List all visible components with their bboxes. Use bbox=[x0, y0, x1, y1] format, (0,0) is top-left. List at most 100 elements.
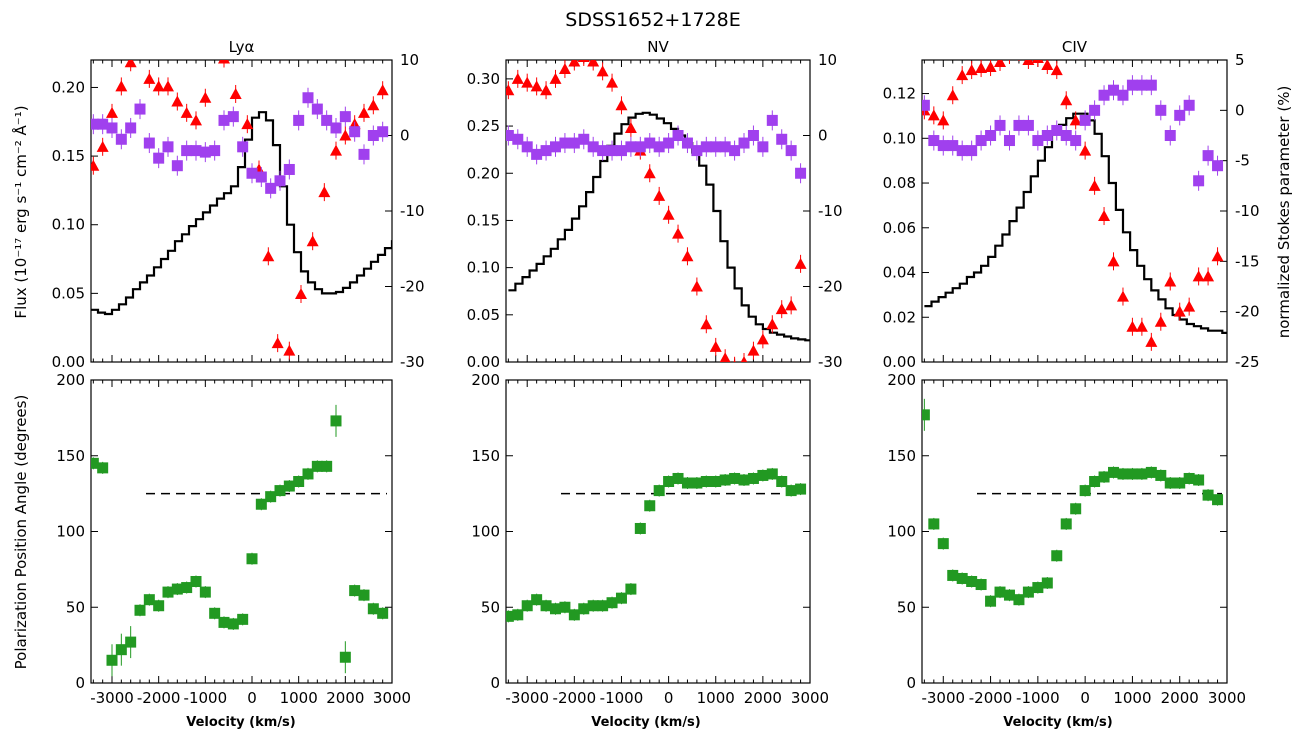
stokes-q-point bbox=[756, 333, 769, 345]
angle-point bbox=[568, 609, 580, 621]
stokes-q-point bbox=[530, 80, 543, 92]
stokes-u-point bbox=[985, 130, 997, 141]
stokes-q-point bbox=[1135, 320, 1148, 332]
stokes-q-point bbox=[134, 39, 146, 50]
y-tick-label: 0.05 bbox=[467, 306, 500, 324]
angle-point bbox=[521, 600, 533, 612]
angle-point bbox=[274, 485, 286, 497]
stokes-q-point bbox=[152, 80, 165, 92]
stokes-u-point bbox=[719, 141, 731, 153]
y-tick-label: 0.30 bbox=[467, 70, 500, 88]
stokes-u-point bbox=[1098, 89, 1110, 101]
stokes-q-point bbox=[1098, 210, 1111, 222]
stokes-u-point bbox=[115, 133, 127, 145]
x-tick-label: -2000 bbox=[553, 689, 597, 707]
stokes-u-point bbox=[274, 175, 286, 187]
stokes-u-point bbox=[729, 145, 741, 157]
stokes-q-point bbox=[984, 61, 997, 73]
stokes-q-point bbox=[1164, 275, 1177, 287]
angle-point bbox=[1212, 494, 1224, 506]
y2-tick-label: 0 bbox=[1235, 101, 1245, 119]
y2-tick-label: 0 bbox=[400, 127, 410, 145]
stokes-u-point bbox=[1183, 99, 1195, 111]
angle-point bbox=[512, 609, 524, 621]
stokes-q-point bbox=[1031, 60, 1044, 63]
stokes-u-point bbox=[311, 103, 323, 115]
stokes-u-point bbox=[757, 141, 769, 153]
stokes-q-point bbox=[1116, 290, 1129, 302]
x-tick-label: 1000 bbox=[280, 689, 318, 707]
stokes-q-point bbox=[700, 318, 713, 330]
stokes-u-point bbox=[91, 118, 99, 130]
y2-tick-label: -10 bbox=[1235, 202, 1260, 220]
angle-point bbox=[1117, 468, 1129, 480]
angle-point bbox=[339, 651, 351, 663]
angle-point bbox=[199, 586, 211, 598]
stokes-q-point bbox=[766, 318, 779, 330]
panel-title: CIV bbox=[1062, 38, 1088, 56]
stokes-u-point bbox=[162, 141, 174, 153]
stokes-u-point bbox=[1013, 119, 1025, 131]
x-tick-label: -3000 bbox=[505, 689, 549, 707]
angle-point bbox=[653, 485, 665, 497]
stokes-u-point bbox=[1155, 104, 1167, 116]
angle-point bbox=[710, 476, 722, 488]
stokes-u-point bbox=[97, 118, 109, 130]
y-tick-label: 0.10 bbox=[52, 216, 85, 234]
angle-point bbox=[265, 491, 277, 503]
stokes-q-point bbox=[1013, 46, 1025, 57]
x-tick-label: 2000 bbox=[744, 689, 782, 707]
angle-point bbox=[97, 462, 109, 474]
stokes-u-point bbox=[1022, 119, 1034, 131]
stokes-q-point bbox=[1145, 335, 1158, 347]
stokes-u-point bbox=[153, 152, 165, 164]
stokes-u-point bbox=[302, 92, 314, 104]
angle-point bbox=[1145, 466, 1157, 478]
y-tick-label: 0.02 bbox=[883, 308, 916, 326]
stokes-q-point bbox=[218, 60, 230, 64]
stokes-q-point bbox=[672, 227, 685, 239]
angle-point bbox=[246, 553, 258, 565]
stokes-q-point bbox=[662, 208, 675, 220]
stokes-q-point bbox=[643, 167, 656, 179]
stokes-u-point bbox=[134, 103, 146, 115]
x-tick-label: 3000 bbox=[1208, 689, 1246, 707]
angle-point bbox=[1193, 474, 1205, 486]
stokes-q-point bbox=[1126, 320, 1139, 332]
stokes-q-point bbox=[975, 62, 988, 74]
angle-point bbox=[1136, 468, 1148, 480]
stokes-u-point bbox=[367, 130, 379, 141]
stokes-q-point bbox=[171, 95, 184, 107]
stokes-u-point bbox=[710, 141, 722, 153]
x-tick-label: 2000 bbox=[1161, 689, 1199, 707]
angle-point bbox=[358, 589, 370, 601]
stokes-u-point bbox=[1126, 79, 1138, 91]
y2-tick-label: 10 bbox=[818, 51, 837, 69]
stokes-u-point bbox=[700, 141, 712, 153]
stokes-u-point bbox=[349, 126, 361, 138]
stokes-q-point bbox=[946, 89, 959, 101]
angle-point bbox=[559, 601, 571, 613]
y-tick-label: 50 bbox=[897, 598, 916, 616]
x-tick-label: -3000 bbox=[90, 689, 134, 707]
y-tick-label: 0.04 bbox=[883, 264, 916, 282]
x-tick-label: 0 bbox=[247, 689, 257, 707]
angle-point bbox=[1070, 503, 1082, 515]
stokes-u-point bbox=[1089, 104, 1101, 116]
stokes-q-point bbox=[740, 356, 748, 362]
stokes-u-point bbox=[106, 122, 118, 134]
stokes-q-point bbox=[1183, 300, 1196, 312]
angle-point bbox=[1079, 485, 1091, 497]
stokes-q-point bbox=[596, 65, 609, 77]
y2-tick-label: -15 bbox=[1235, 252, 1260, 270]
stokes-q-point bbox=[690, 280, 703, 292]
x-tick-label: -3000 bbox=[921, 689, 965, 707]
stokes-u-point bbox=[506, 130, 514, 141]
stokes-u-point bbox=[937, 140, 949, 152]
angle-point bbox=[615, 592, 627, 604]
angle-panel-lya: -3000 -2000 -1000 0 1000 2000 3000 0 50 100 150 200 bbox=[56, 371, 411, 707]
angle-point bbox=[162, 586, 174, 598]
stokes-q-point bbox=[180, 106, 193, 118]
stokes-q-point bbox=[143, 72, 156, 84]
